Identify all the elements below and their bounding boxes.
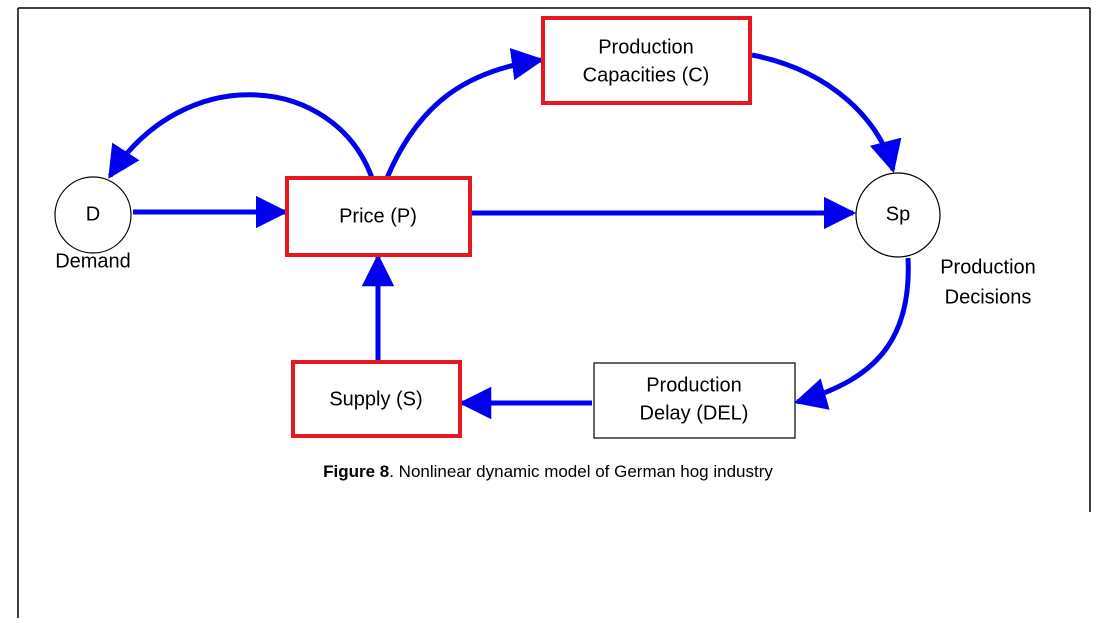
figure-caption: Figure 8. Nonlinear dynamic model of Ger… [323,462,773,481]
node-label: Sp [886,203,910,225]
node-circle [54,176,132,254]
arrow [107,92,375,179]
node-box [285,176,472,257]
frame [17,7,1091,618]
node-label: D [86,203,100,225]
node-label: Price (P) [339,205,417,227]
node-box [541,16,752,105]
node-label: Delay (DEL) [640,402,749,424]
node-box [593,362,796,439]
arrows [107,47,911,420]
caption-text: . Nonlinear dynamic model of German hog … [389,462,773,481]
node-caption: Demand [55,250,131,272]
node-label: Production [646,374,742,396]
node-label: Production [598,36,694,58]
caption-bold: Figure 8 [323,462,389,481]
node-label: Supply (S) [329,388,422,410]
node-circle [855,172,941,258]
node-box [291,360,462,438]
node-label: Capacities (C) [583,64,710,86]
arrow [793,257,911,410]
node-caption: Decisions [945,286,1032,308]
arrow [751,52,902,174]
node-caption: Production [940,256,1036,278]
arrow [384,47,545,179]
